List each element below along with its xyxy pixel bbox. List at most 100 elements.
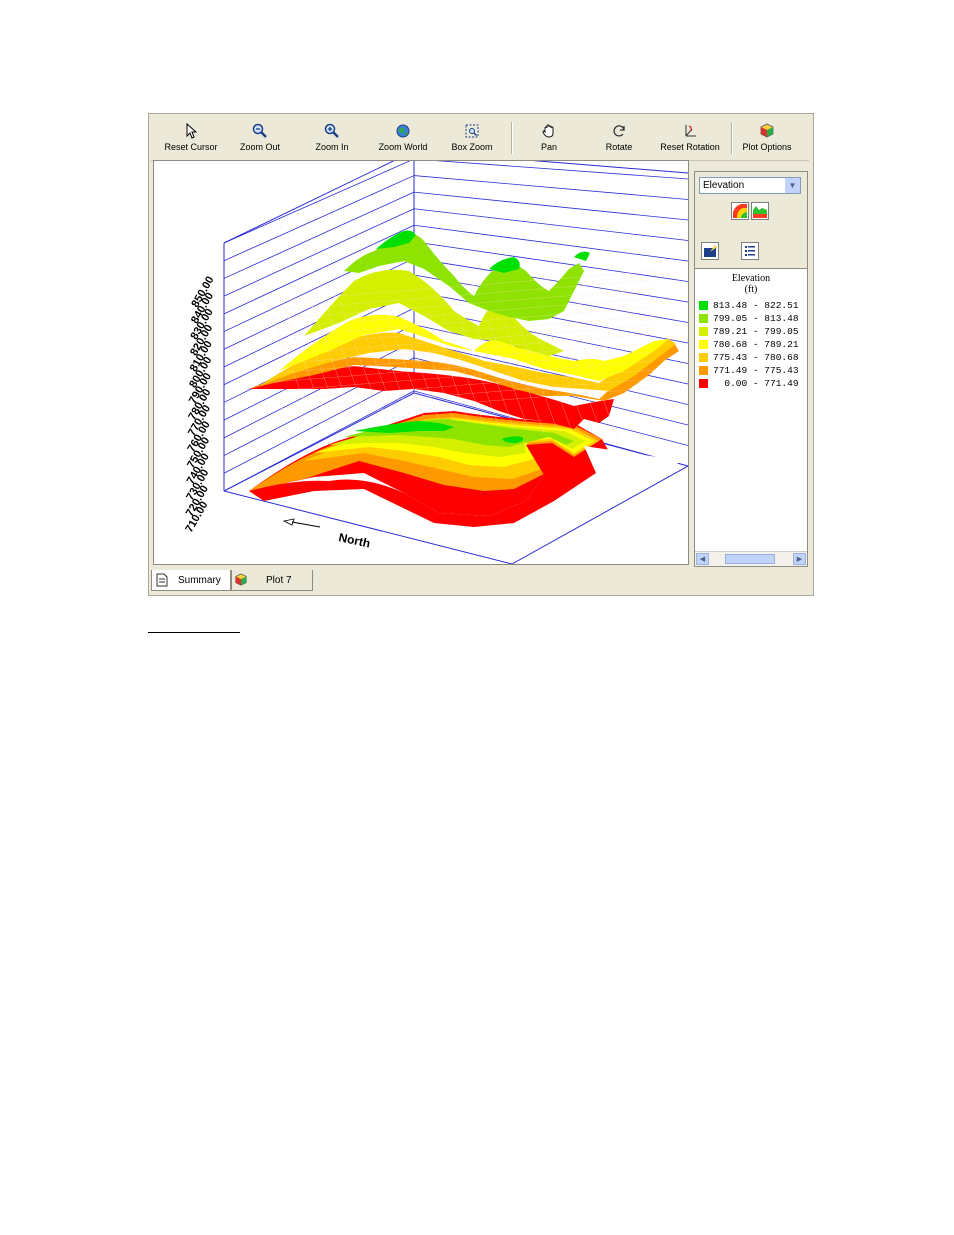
tab-summary-label: Summary: [178, 574, 221, 586]
zoom-out-button[interactable]: Zoom Out: [233, 118, 287, 158]
contour-fill-icon[interactable]: [731, 202, 749, 220]
legend-range-label: 813.48 - 822.51: [713, 300, 799, 311]
north-arrow: [282, 518, 321, 528]
grid-line: [413, 158, 689, 180]
mesh-line: [273, 315, 655, 347]
grid-line: [223, 340, 415, 439]
mesh-line: [308, 296, 350, 408]
zoom-world-button[interactable]: Zoom World: [373, 118, 433, 158]
mesh-line: [273, 369, 655, 401]
plot-application-window: Reset Cursor Zoom Out Zoom In Zoom World…: [148, 113, 814, 596]
scrollbar-thumb[interactable]: [725, 554, 775, 564]
mesh-line: [443, 314, 485, 426]
legend-swatch: [699, 301, 708, 310]
tab-summary[interactable]: Summary: [151, 570, 231, 591]
mesh-line: [273, 279, 655, 311]
mesh-line: [263, 290, 305, 402]
mesh-line: [458, 316, 500, 428]
elevation-surface: [249, 230, 679, 444]
north-axis-label: North: [337, 530, 371, 550]
legend-range-label: 771.49 - 775.43: [713, 365, 799, 376]
rotate-button[interactable]: Rotate: [599, 118, 639, 158]
cube-icon: [234, 573, 248, 587]
legend-horizontal-scrollbar[interactable]: ◀ ▶: [695, 551, 807, 566]
zoom-out-icon: [250, 121, 270, 141]
zoom-world-label: Zoom World: [378, 142, 428, 152]
z-axis-tick-labels: 850.00840.00830.00820.00810.00800.00790.…: [183, 275, 216, 535]
mesh-line: [533, 326, 575, 438]
grid-line: [223, 158, 415, 244]
legend-entry: 780.68 - 789.21: [699, 338, 799, 351]
grid-line: [223, 150, 415, 244]
legend-swatch: [699, 366, 708, 375]
mesh-line: [563, 330, 605, 442]
rotate-label: Rotate: [605, 142, 633, 152]
grid-line: [223, 224, 415, 315]
grid-line: [223, 374, 415, 474]
tab-plot-7-label: Plot 7: [266, 574, 292, 586]
mesh-line: [368, 304, 410, 416]
reset-rotation-icon: [680, 121, 700, 141]
legend-swatch: [699, 379, 708, 388]
grid-line: [223, 490, 513, 565]
legend-swatch: [699, 340, 708, 349]
reset-cursor-label: Reset Cursor: [164, 142, 218, 152]
box-zoom-icon: [462, 121, 482, 141]
legend-swatch: [699, 314, 708, 323]
mesh-line: [488, 320, 530, 432]
grid-line: [413, 241, 689, 282]
legend-panel: Elevation ▼ Elevation (ft) 813.48 - 822.…: [694, 171, 808, 567]
legend-entry: 0.00 - 771.49: [699, 377, 799, 390]
mesh-line: [323, 298, 365, 410]
hand-icon: [539, 121, 559, 141]
legend-range-label: 799.05 - 813.48: [713, 313, 799, 324]
zoom-in-button[interactable]: Zoom In: [307, 118, 357, 158]
pan-button[interactable]: Pan: [529, 118, 569, 158]
grid-line: [413, 340, 689, 405]
list-icon[interactable]: [741, 242, 759, 260]
reset-cursor-button[interactable]: Reset Cursor: [159, 118, 223, 158]
tab-plot-7[interactable]: Plot 7: [231, 570, 313, 591]
variable-select-value: Elevation: [703, 180, 745, 191]
legend-controls: Elevation ▼: [695, 172, 807, 269]
variable-select[interactable]: Elevation ▼: [699, 177, 801, 194]
mesh-line: [273, 270, 655, 302]
mesh-line: [273, 306, 655, 338]
export-image-icon[interactable]: [701, 242, 719, 260]
toolbar-separator: [511, 122, 513, 154]
box-zoom-button[interactable]: Box Zoom: [447, 118, 497, 158]
grid-line: [413, 224, 689, 262]
plot-options-button[interactable]: Plot Options: [737, 118, 797, 158]
legend-entry: 775.43 - 780.68: [699, 351, 799, 364]
scroll-right-icon[interactable]: ▶: [793, 553, 806, 565]
surface-plot-canvas: 850.00840.00830.00820.00810.00800.00790.…: [183, 150, 689, 565]
mesh-line: [273, 324, 655, 356]
legend-entry: 771.49 - 775.43: [699, 364, 799, 377]
reset-rotation-label: Reset Rotation: [660, 142, 720, 152]
mesh-line: [273, 351, 655, 383]
mesh-line: [518, 324, 560, 436]
box-zoom-label: Box Zoom: [451, 142, 493, 152]
zoom-out-label: Zoom Out: [239, 142, 280, 152]
contour-bands-icon[interactable]: [751, 202, 769, 220]
scroll-left-icon[interactable]: ◀: [696, 553, 709, 565]
legend-range-label: 0.00 - 771.49: [713, 378, 799, 389]
reset-rotation-button[interactable]: Reset Rotation: [655, 118, 725, 158]
grid-line: [511, 465, 689, 565]
legend-entry: 813.48 - 822.51: [699, 299, 799, 312]
mesh-line: [548, 328, 590, 440]
legend-entry: 799.05 - 813.48: [699, 312, 799, 325]
surface-mesh: [263, 270, 655, 444]
legend-range-label: 789.21 - 799.05: [713, 326, 799, 337]
mesh-line: [473, 318, 515, 430]
grid-line: [413, 191, 689, 221]
mesh-line: [273, 360, 655, 392]
grid-line: [413, 208, 689, 241]
mesh-line: [278, 292, 320, 404]
chevron-down-icon[interactable]: ▼: [785, 178, 800, 193]
3d-surface-plot[interactable]: 850.00 840.00 830.00 820.00 810.00 800.00 790.…: [153, 150, 689, 565]
document-icon: [156, 573, 168, 587]
grid-line: [223, 175, 415, 262]
grid-line: [413, 175, 689, 200]
pan-label: Pan: [540, 142, 557, 152]
